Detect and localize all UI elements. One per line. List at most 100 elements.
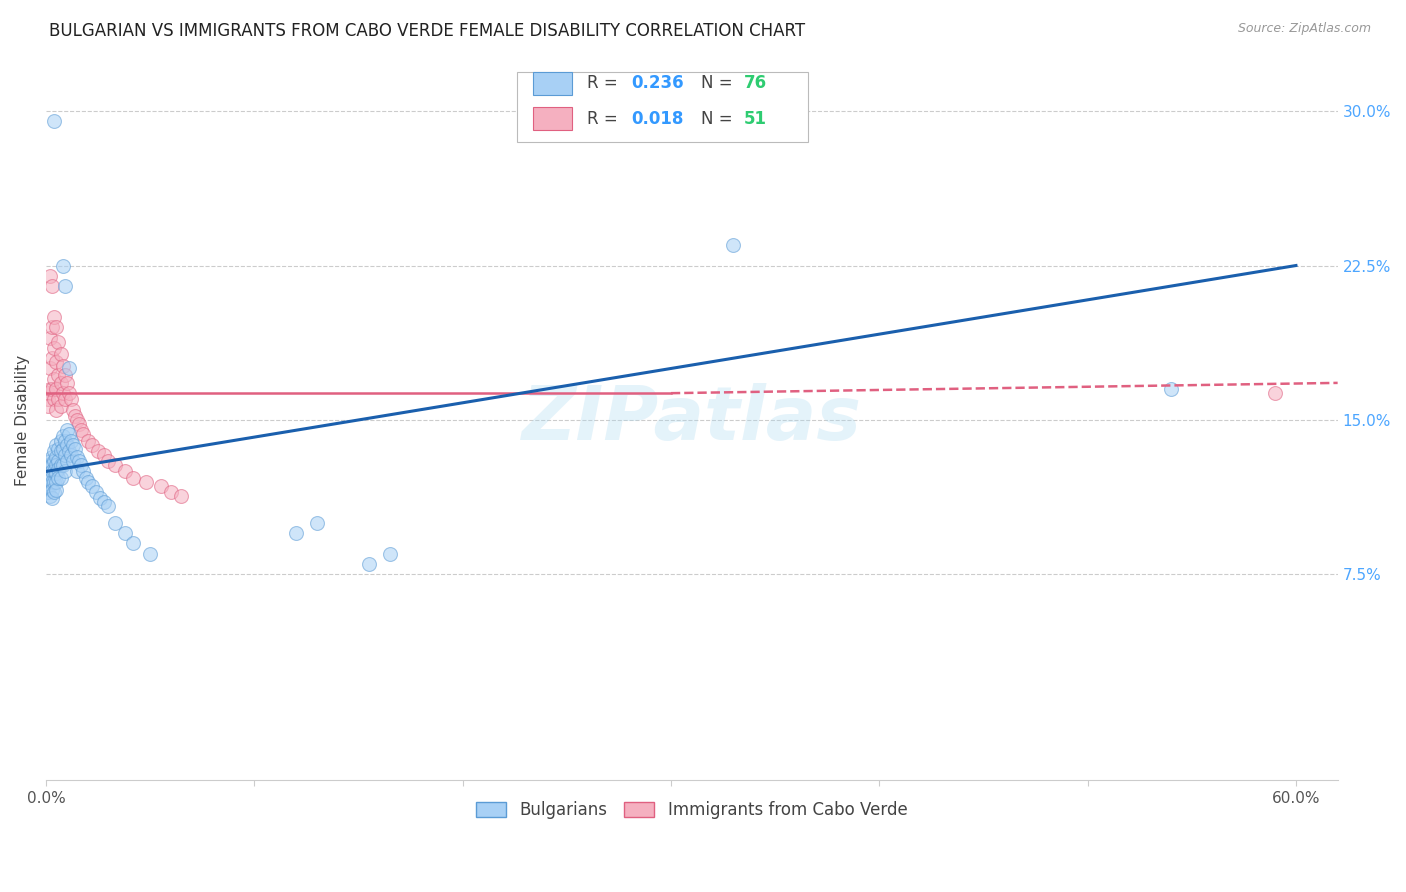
Point: [122, 536, 145, 550]
Point: [53, 465, 76, 479]
Point: [48, 470, 70, 484]
Point: [48, 462, 70, 476]
Point: [53, 434, 76, 448]
Point: [44, 454, 66, 468]
Point: [45, 437, 67, 451]
Point: [52, 429, 75, 443]
Point: [41, 465, 63, 479]
Point: [44, 114, 66, 128]
Point: [139, 547, 162, 561]
Point: [56, 376, 79, 390]
Point: [104, 516, 127, 530]
Point: [41, 491, 63, 506]
Point: [80, 437, 103, 451]
Point: [72, 465, 94, 479]
Point: [84, 485, 107, 500]
Point: [53, 279, 76, 293]
Point: [45, 402, 67, 417]
Point: [39, 489, 62, 503]
Point: [49, 434, 72, 448]
Point: [357, 557, 380, 571]
Point: [52, 386, 75, 401]
Point: [41, 320, 63, 334]
Legend: Bulgarians, Immigrants from Cabo Verde: Bulgarians, Immigrants from Cabo Verde: [470, 795, 914, 826]
Point: [52, 359, 75, 374]
Point: [44, 392, 66, 407]
Point: [56, 437, 79, 451]
Point: [44, 341, 66, 355]
Point: [41, 458, 63, 473]
Point: [59, 392, 82, 407]
Point: [53, 392, 76, 407]
Point: [41, 475, 63, 489]
Point: [87, 443, 110, 458]
Point: [97, 454, 120, 468]
Point: [37, 468, 59, 483]
Point: [49, 376, 72, 390]
Point: [122, 470, 145, 484]
Point: [39, 382, 62, 396]
Point: [48, 368, 70, 382]
Point: [41, 351, 63, 366]
Point: [70, 423, 93, 437]
Text: N =: N =: [700, 74, 738, 93]
Point: [1160, 382, 1182, 396]
Point: [37, 485, 59, 500]
Point: [80, 479, 103, 493]
Point: [67, 417, 90, 431]
Point: [76, 475, 98, 489]
Point: [66, 413, 89, 427]
Point: [723, 238, 745, 252]
Point: [45, 355, 67, 369]
Text: BULGARIAN VS IMMIGRANTS FROM CABO VERDE FEMALE DISABILITY CORRELATION CHART: BULGARIAN VS IMMIGRANTS FROM CABO VERDE …: [49, 22, 806, 40]
Point: [114, 465, 136, 479]
Point: [58, 427, 80, 442]
Point: [66, 465, 89, 479]
Point: [53, 448, 76, 462]
Point: [37, 392, 59, 407]
Point: [41, 450, 63, 464]
Text: R =: R =: [588, 110, 623, 128]
Point: [39, 479, 62, 493]
Point: [49, 443, 72, 458]
Point: [41, 279, 63, 293]
Point: [39, 470, 62, 484]
Text: Source: ZipAtlas.com: Source: ZipAtlas.com: [1237, 22, 1371, 36]
Bar: [533, 72, 572, 95]
Text: 76: 76: [744, 74, 766, 93]
Point: [62, 402, 84, 417]
Point: [39, 330, 62, 344]
Text: 51: 51: [744, 110, 766, 128]
Text: R =: R =: [588, 74, 623, 93]
Point: [58, 386, 80, 401]
Point: [285, 526, 308, 541]
Point: [59, 434, 82, 448]
Point: [62, 454, 84, 468]
Bar: [517, 72, 808, 143]
Point: [52, 442, 75, 456]
Point: [49, 347, 72, 361]
Point: [48, 442, 70, 456]
Point: [44, 443, 66, 458]
Bar: [533, 107, 572, 130]
Point: [56, 423, 79, 437]
Text: 0.236: 0.236: [631, 74, 683, 93]
Point: [63, 442, 86, 456]
Point: [170, 489, 193, 503]
Point: [62, 437, 84, 451]
Point: [44, 372, 66, 386]
Point: [41, 483, 63, 497]
Point: [37, 473, 59, 487]
Point: [52, 458, 75, 473]
Point: [39, 361, 62, 376]
Text: 0.018: 0.018: [631, 110, 683, 128]
Point: [75, 470, 97, 484]
Point: [45, 450, 67, 464]
Point: [53, 368, 76, 382]
Point: [1264, 386, 1286, 401]
Point: [104, 458, 127, 473]
Point: [45, 320, 67, 334]
Point: [93, 448, 115, 462]
Point: [56, 454, 79, 468]
Point: [39, 454, 62, 468]
